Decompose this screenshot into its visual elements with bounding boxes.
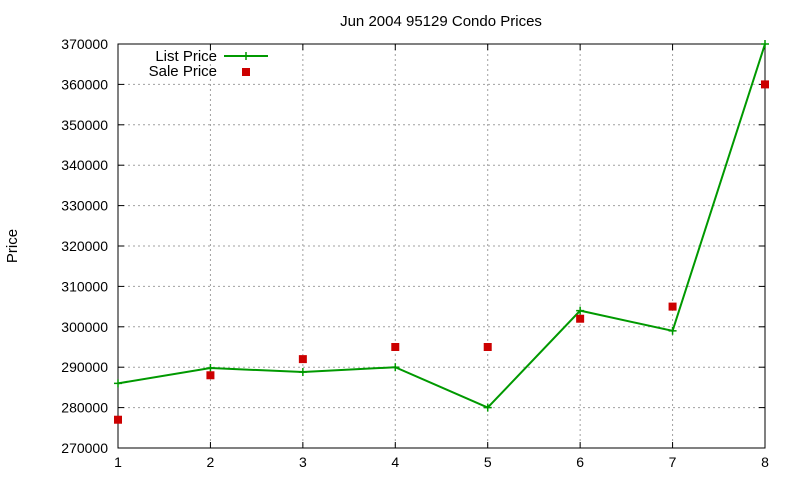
x-tick-label: 6 [576, 454, 584, 470]
data-point-sale-price [391, 343, 400, 351]
y-tick-label: 290000 [61, 359, 108, 375]
chart-title: Jun 2004 95129 Condo Prices [340, 13, 542, 30]
y-axis-label: Price [4, 229, 21, 263]
data-point-sale-price [298, 355, 307, 364]
y-tick-label: 300000 [61, 319, 108, 335]
y-tick-label: 360000 [61, 76, 108, 92]
y-tick-label: 310000 [61, 278, 108, 294]
data-point-list-price [576, 306, 585, 315]
y-tick-label: 340000 [61, 157, 108, 173]
data-point-list-price [483, 403, 492, 412]
data-point-list-price [668, 326, 677, 335]
y-tick-label: 270000 [61, 440, 108, 456]
data-point-sale-price [668, 302, 677, 311]
y-tick-label: 280000 [61, 400, 108, 416]
y-tick-label: 330000 [61, 198, 108, 214]
legend-marker-sale-price [242, 68, 250, 76]
legend-label-sale-price: Sale Price [149, 63, 217, 80]
data-point-sale-price [761, 80, 769, 89]
data-point-sale-price [483, 343, 492, 351]
y-tick-label: 320000 [61, 238, 108, 254]
x-tick-label: 2 [207, 454, 215, 470]
data-point-sale-price [576, 314, 585, 323]
data-point-list-price [114, 379, 122, 388]
data-point-list-price [298, 368, 307, 377]
series-layer [114, 40, 769, 424]
data-point-list-price [391, 363, 400, 372]
y-tick-label: 350000 [61, 117, 108, 133]
x-tick-label: 8 [761, 454, 769, 470]
legend: List Price Sale Price [149, 48, 268, 80]
x-tick-label: 3 [299, 454, 307, 470]
data-point-list-price [206, 364, 215, 373]
data-point-sale-price [206, 371, 215, 380]
legend-label-list-price: List Price [155, 48, 217, 65]
x-tick-label: 1 [114, 454, 122, 470]
y-tick-label: 370000 [61, 36, 108, 52]
x-tick-label: 5 [484, 454, 492, 470]
series-line-list-price [117, 43, 766, 409]
axis-ticks: 270000 280000 290000 300000 310000 320000 3300… [61, 36, 769, 470]
data-point-list-price [761, 40, 769, 48]
x-tick-label: 7 [669, 454, 677, 470]
data-point-sale-price [114, 415, 122, 424]
grid-lines [118, 44, 765, 448]
x-tick-label: 4 [391, 454, 399, 470]
legend-marker-list-price [242, 52, 250, 60]
